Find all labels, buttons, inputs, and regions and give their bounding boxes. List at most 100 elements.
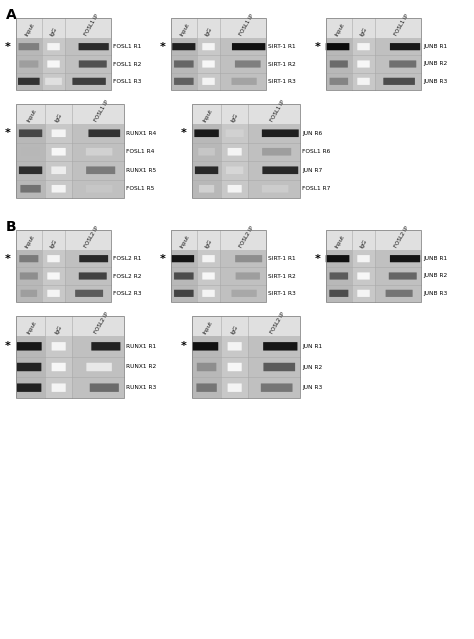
FancyBboxPatch shape [47,43,60,50]
Bar [16,18,111,38]
Text: FOSL2 R2: FOSL2 R2 [113,273,142,279]
FancyBboxPatch shape [174,272,193,280]
Text: IgG: IgG [230,112,239,123]
FancyBboxPatch shape [262,185,288,192]
Text: *: * [5,341,11,351]
Bar [16,230,111,250]
FancyBboxPatch shape [19,166,42,174]
Bar [197,250,220,302]
FancyBboxPatch shape [192,342,218,351]
Bar [192,124,221,198]
Text: SIRT-1 R3: SIRT-1 R3 [268,291,296,296]
Bar [192,104,300,124]
Text: *: * [315,254,321,264]
FancyBboxPatch shape [389,61,416,68]
FancyBboxPatch shape [52,363,66,371]
Text: *: * [181,128,187,138]
FancyBboxPatch shape [202,255,215,262]
FancyBboxPatch shape [79,43,109,50]
Text: Input: Input [25,234,36,249]
Bar [16,104,124,124]
Bar [42,250,65,302]
FancyBboxPatch shape [326,255,349,262]
FancyBboxPatch shape [20,185,41,192]
FancyBboxPatch shape [390,255,420,262]
FancyBboxPatch shape [51,166,66,174]
Text: SIRT-1 R2: SIRT-1 R2 [268,273,296,279]
FancyBboxPatch shape [357,43,370,50]
FancyBboxPatch shape [86,166,115,174]
FancyBboxPatch shape [86,185,112,192]
FancyBboxPatch shape [19,255,38,262]
Text: IgG: IgG [230,325,239,335]
Text: *: * [5,128,11,138]
FancyBboxPatch shape [228,363,242,371]
Text: SIRT-1 R3: SIRT-1 R3 [268,79,296,84]
FancyBboxPatch shape [357,289,370,297]
Bar [192,336,221,398]
FancyBboxPatch shape [75,289,103,297]
FancyBboxPatch shape [326,43,349,50]
FancyBboxPatch shape [174,61,193,68]
FancyBboxPatch shape [91,342,120,351]
FancyBboxPatch shape [329,272,348,280]
Bar [171,18,266,38]
Bar [16,124,45,198]
FancyBboxPatch shape [73,78,106,85]
FancyBboxPatch shape [202,272,215,280]
Bar [45,124,72,198]
FancyBboxPatch shape [19,61,38,68]
FancyBboxPatch shape [21,148,40,155]
Text: FOSL2 IP: FOSL2 IP [394,226,410,249]
Bar [72,124,124,198]
FancyBboxPatch shape [52,130,66,137]
FancyBboxPatch shape [52,383,66,392]
Bar [326,38,352,90]
FancyBboxPatch shape [199,185,214,192]
Text: FOSL1 IP: FOSL1 IP [270,100,286,123]
FancyBboxPatch shape [202,43,215,50]
Text: FOSL1 R6: FOSL1 R6 [302,150,330,154]
FancyBboxPatch shape [17,383,41,392]
Bar [192,104,300,198]
Text: FOSL1 R4: FOSL1 R4 [126,150,155,154]
Bar [16,104,124,198]
FancyBboxPatch shape [202,61,215,68]
Text: *: * [160,254,166,264]
FancyBboxPatch shape [79,61,107,68]
Bar [192,316,300,336]
FancyBboxPatch shape [202,289,215,297]
FancyBboxPatch shape [357,272,370,280]
Bar [248,336,300,398]
Text: Input: Input [26,108,38,123]
Text: B: B [6,220,17,234]
FancyBboxPatch shape [226,166,243,174]
FancyBboxPatch shape [86,148,112,155]
Bar [16,250,42,302]
Text: IgG: IgG [49,238,58,249]
Text: Input: Input [180,22,191,37]
Bar [375,250,421,302]
FancyBboxPatch shape [389,272,417,280]
Bar [220,38,266,90]
Text: FOSL1 R7: FOSL1 R7 [302,186,330,191]
FancyBboxPatch shape [231,289,257,297]
Text: FOSL1 IP: FOSL1 IP [84,13,100,37]
Bar [171,250,197,302]
Text: FOSL1 IP: FOSL1 IP [394,13,410,37]
FancyBboxPatch shape [195,166,218,174]
Text: JUN R7: JUN R7 [302,168,322,173]
FancyBboxPatch shape [47,289,60,297]
Text: Input: Input [335,22,346,37]
Bar [221,336,248,398]
FancyBboxPatch shape [228,185,242,192]
Bar [326,18,421,90]
Text: JUNB R2: JUNB R2 [423,273,447,279]
Bar [171,230,266,302]
FancyBboxPatch shape [385,289,413,297]
Bar [16,316,124,398]
FancyBboxPatch shape [357,61,370,68]
Text: IgG: IgG [49,26,58,37]
Text: *: * [315,42,321,52]
Bar [171,38,197,90]
